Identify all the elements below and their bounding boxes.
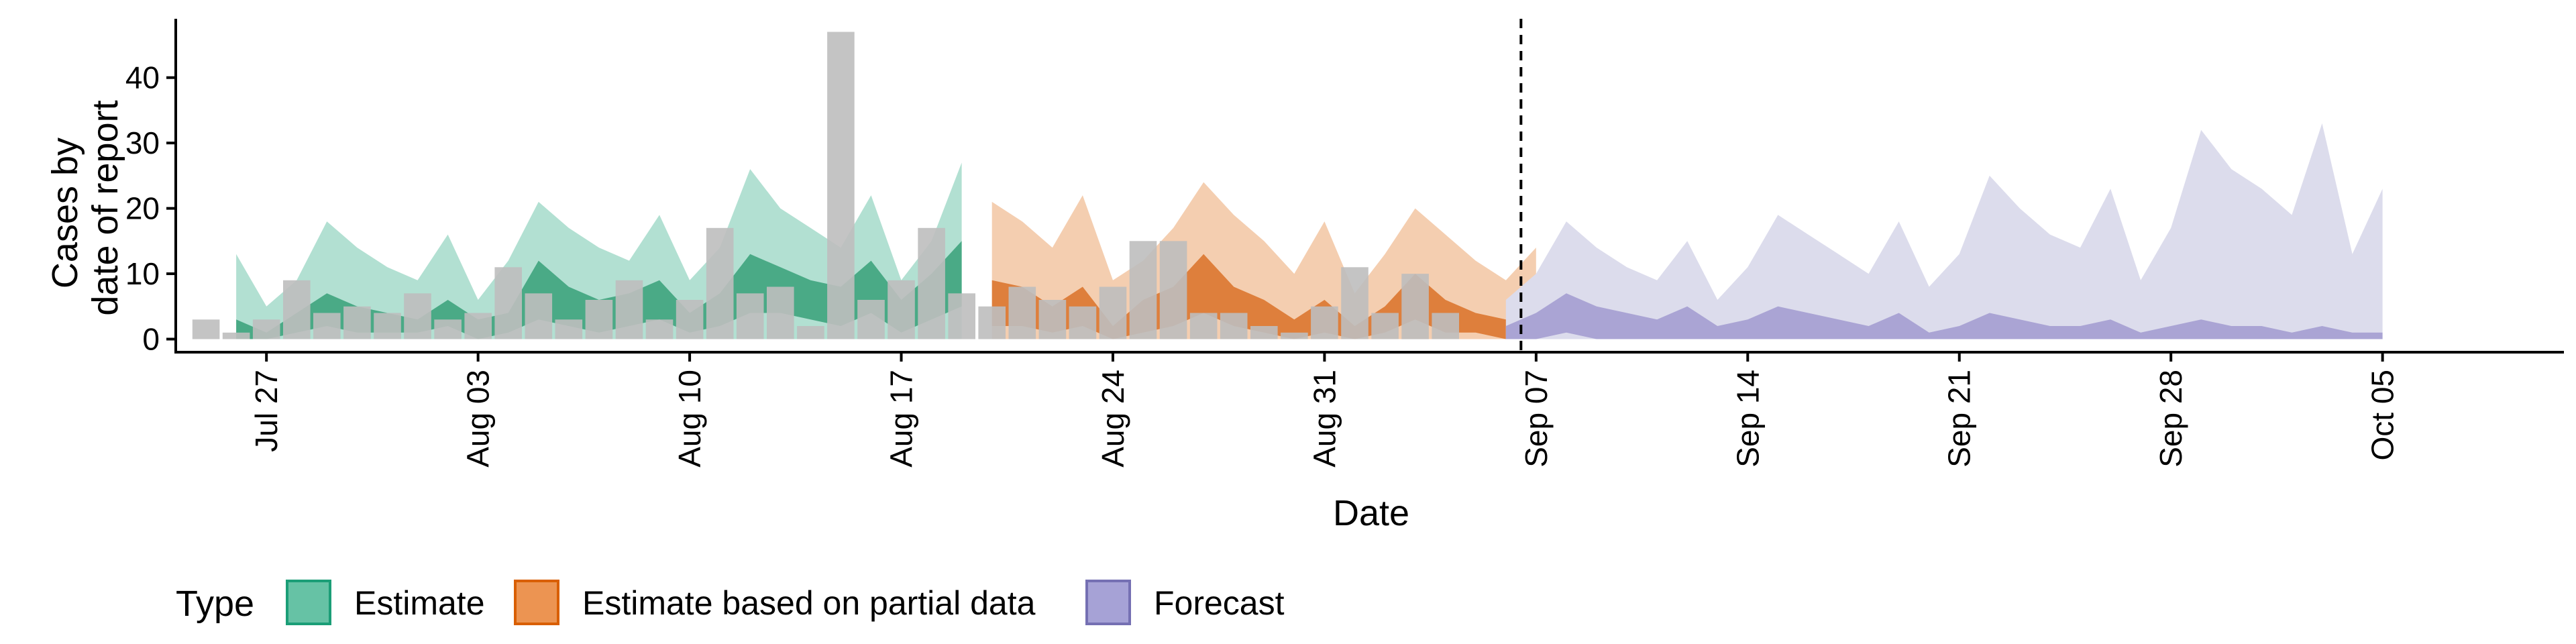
legend-key-estimate-based-on-partial-data	[514, 580, 559, 625]
observed-cases-bar	[1281, 332, 1308, 339]
x-axis-ticks: Jul 27 Aug 03 Aug 10 Aug 17 Aug 24 Aug 31 Sep …	[249, 352, 2400, 468]
observed-cases-bar	[1129, 241, 1157, 339]
y-axis-title: Cases by date of report	[45, 100, 125, 315]
observed-cases-bar	[1189, 313, 1218, 339]
x-tick-label: Aug 31	[1307, 370, 1342, 468]
observed-cases-bar	[283, 280, 311, 339]
observed-cases-bar	[1250, 326, 1278, 339]
observed-cases-bar	[494, 267, 522, 339]
x-tick-label: Oct 05	[2365, 370, 2400, 461]
y-axis-title-line-1: Cases by	[45, 138, 85, 288]
x-axis-title: Date	[1333, 493, 1409, 533]
y-tick-label: 40	[125, 60, 160, 95]
observed-cases-bar	[525, 293, 553, 339]
forecast-inner-ribbon	[1505, 293, 2383, 339]
y-axis-title-line-2: date of report	[85, 100, 125, 315]
observed-cases-bar	[252, 319, 280, 339]
observed-cases-bar	[676, 300, 704, 339]
observed-cases-bar	[313, 313, 341, 339]
observed-cases-bar	[222, 332, 250, 339]
x-tick-label: Jul 27	[249, 370, 284, 452]
observed-cases-bar	[797, 326, 824, 339]
observed-cases-bar	[1432, 313, 1459, 339]
legend-title: Type	[176, 584, 254, 624]
legend-key-estimate	[286, 580, 331, 625]
observed-cases-bar	[645, 319, 674, 339]
observed-cases-bar	[192, 319, 220, 339]
observed-cases-bars	[192, 32, 1459, 339]
x-tick-label: Sep 07	[1519, 370, 1554, 468]
observed-cases-bar	[434, 319, 462, 339]
forecast-outer-ribbon	[1505, 123, 2383, 339]
observed-cases-bar	[1099, 286, 1127, 339]
observed-cases-bar	[948, 293, 975, 339]
y-axis-ticks: 0 10 20 30 40	[125, 60, 176, 357]
observed-cases-bar	[706, 227, 734, 339]
observed-cases-bar	[464, 313, 492, 339]
observed-cases-bar	[404, 293, 431, 339]
observed-cases-bar	[736, 293, 764, 339]
legend-key-forecast	[1085, 580, 1131, 625]
x-tick-label: Sep 14	[1730, 370, 1765, 468]
observed-cases-bar	[1038, 300, 1067, 339]
observed-cases-bar	[918, 227, 945, 339]
observed-cases-bar	[1311, 306, 1338, 339]
x-tick-label: Sep 28	[2153, 370, 2188, 468]
y-tick-label: 10	[125, 256, 160, 291]
estimate-based-on-partial-data-inner-ribbon	[991, 254, 1536, 339]
y-tick-label: 20	[125, 191, 160, 226]
legend: Type Estimate Estimate based on partial d…	[176, 580, 1285, 625]
x-tick-label: Aug 10	[672, 370, 707, 468]
ribbons	[236, 123, 2383, 339]
observed-cases-bar	[343, 306, 371, 339]
legend-items: Estimate Estimate based on partial data Fo…	[286, 580, 1285, 625]
observed-cases-bar	[1220, 313, 1248, 339]
observed-cases-bar	[1371, 313, 1399, 339]
legend-label-estimate-based-on-partial-data: Estimate based on partial data	[582, 584, 1036, 622]
observed-cases-bar	[1341, 267, 1368, 339]
observed-cases-bar	[1401, 274, 1429, 339]
observed-cases-bar	[555, 319, 583, 339]
axes: 0 10 20 30 40 Jul 27 Aug 03 Aug 10 Aug 17 Aug 24…	[125, 19, 2564, 468]
observed-cases-bar	[857, 300, 885, 339]
observed-cases-bar	[978, 306, 1006, 339]
observed-cases-bar	[827, 32, 855, 339]
y-tick-label: 30	[125, 125, 160, 160]
x-tick-label: Sep 21	[1942, 370, 1977, 468]
observed-cases-bar	[1008, 286, 1036, 339]
legend-label-estimate: Estimate	[354, 584, 485, 622]
x-tick-label: Aug 17	[884, 370, 919, 468]
observed-cases-bar	[615, 280, 643, 339]
legend-label-forecast: Forecast	[1154, 584, 1285, 622]
observed-cases-bar	[374, 313, 401, 339]
observed-cases-bar	[888, 280, 915, 339]
x-tick-label: Aug 03	[461, 370, 496, 468]
observed-cases-bar	[585, 300, 613, 339]
observed-cases-bar	[767, 286, 794, 339]
y-tick-label: 0	[142, 322, 160, 357]
observed-cases-bar	[1069, 306, 1097, 339]
observed-cases-bar	[1159, 241, 1187, 339]
x-tick-label: Aug 24	[1095, 370, 1130, 468]
